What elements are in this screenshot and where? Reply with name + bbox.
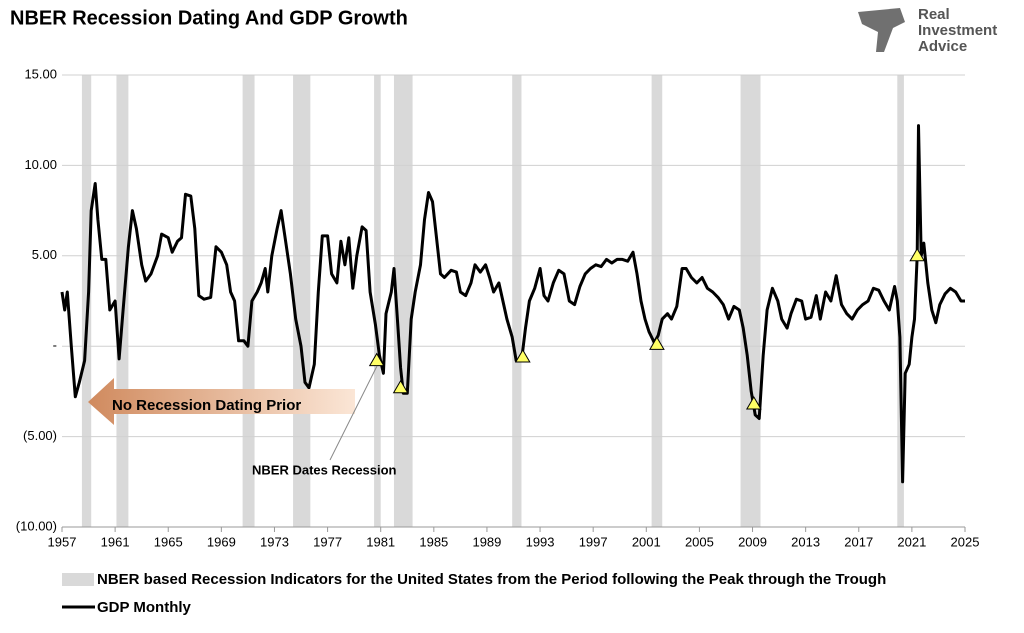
- recession-band: [81, 75, 92, 527]
- x-tick-label: 1973: [260, 534, 289, 549]
- x-tick-label: 2009: [738, 534, 767, 549]
- x-tick-label: 2001: [632, 534, 661, 549]
- recession-band: [242, 75, 255, 527]
- chart-title: NBER Recession Dating And GDP Growth: [10, 7, 408, 29]
- logo: Real Investment Advice: [858, 6, 997, 55]
- recession-band: [740, 75, 761, 527]
- x-tick-label: 2013: [791, 534, 820, 549]
- legend-swatch: [62, 573, 94, 586]
- x-tick-label: 1965: [154, 534, 183, 549]
- recession-marker: [745, 396, 762, 410]
- recession-band: [651, 75, 663, 527]
- recession-marker: [649, 336, 665, 350]
- annotation: No Recession Dating Prior: [112, 397, 301, 414]
- recession-band: [374, 75, 381, 527]
- x-tick-label: 1981: [366, 534, 395, 549]
- x-tick-label: 2017: [844, 534, 873, 549]
- recession-marker: [514, 349, 531, 363]
- recession-band: [897, 75, 904, 527]
- leader-line: [329, 365, 378, 461]
- y-tick-label: (5.00): [23, 428, 57, 443]
- logo-icon: [858, 8, 905, 52]
- x-tick-label: 1961: [101, 534, 130, 549]
- recession-marker: [368, 352, 385, 367]
- x-tick-label: 1997: [579, 534, 608, 549]
- legend-label: GDP Monthly: [97, 599, 192, 616]
- logo-text: Advice: [918, 38, 967, 55]
- legend-label: NBER based Recession Indicators for the …: [97, 571, 886, 588]
- logo-text: Investment: [918, 22, 997, 39]
- x-tick-label: 1985: [419, 534, 448, 549]
- gdp-line: [60, 124, 965, 484]
- recession-marker: [392, 379, 409, 394]
- x-tick-label: 1989: [472, 534, 501, 549]
- x-tick-label: 2025: [951, 534, 980, 549]
- y-tick-label: (10.00): [16, 518, 57, 533]
- y-tick-label: -: [53, 338, 57, 353]
- recession-band: [293, 75, 311, 527]
- y-tick-label: 5.00: [32, 247, 57, 262]
- recession-band: [512, 75, 522, 527]
- y-tick-label: 15.00: [24, 66, 57, 81]
- recession-band: [393, 75, 413, 527]
- x-tick-label: 1977: [313, 534, 342, 549]
- x-tick-label: 2021: [897, 534, 926, 549]
- x-tick-label: 2005: [685, 534, 714, 549]
- annotation: NBER Dates Recession: [252, 462, 397, 477]
- x-tick-label: 1957: [48, 534, 77, 549]
- annotation-arrow: [88, 378, 355, 425]
- x-tick-label: 1969: [207, 534, 236, 549]
- y-tick-label: 10.00: [24, 157, 57, 172]
- recession-marker: [909, 247, 926, 262]
- x-tick-label: 1993: [526, 534, 555, 549]
- logo-text: Real: [918, 6, 950, 23]
